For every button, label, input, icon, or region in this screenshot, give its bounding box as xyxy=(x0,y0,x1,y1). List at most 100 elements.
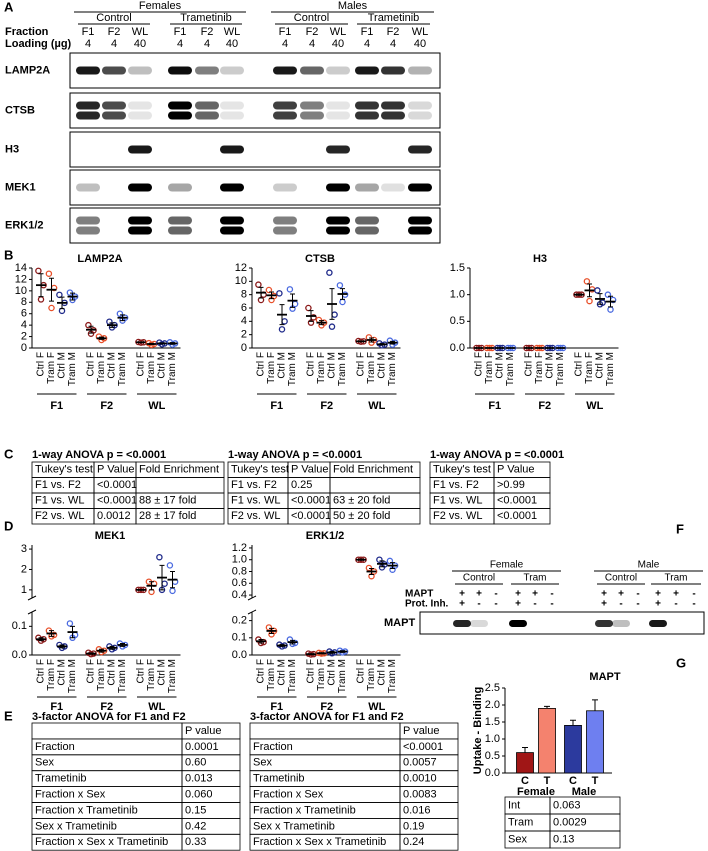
x-tick-label: T xyxy=(544,775,551,787)
data-point xyxy=(604,291,612,298)
table-text: <0.0001 xyxy=(497,510,537,522)
lane-sign: - xyxy=(494,589,497,600)
lane-fraction: F2 xyxy=(387,26,400,38)
group-label: F2 xyxy=(320,701,333,713)
lane-sign: - xyxy=(533,599,536,610)
x-tick-label: Tram M xyxy=(167,659,178,693)
table-text: F1 vs. WL xyxy=(35,495,85,507)
y-tick-label: 0.4 xyxy=(232,589,247,601)
x-tick-label: Tram M xyxy=(67,352,78,386)
blot-label: MEK1 xyxy=(5,181,36,193)
blot-frame xyxy=(69,131,441,168)
lane-sign: + xyxy=(618,589,624,600)
x-tick-label: Ctrl F xyxy=(136,352,147,376)
group-label: F2 xyxy=(320,400,333,412)
table-text: <0.0001 xyxy=(97,479,137,491)
blot-band xyxy=(300,66,324,75)
blot-band xyxy=(273,226,297,235)
x-tick-label: Tram F xyxy=(584,352,595,384)
y-tick-label: 0.0 xyxy=(12,649,27,661)
group-label: F1 xyxy=(270,701,283,713)
blot-band xyxy=(273,183,297,192)
table-text: 0.0012 xyxy=(97,510,131,522)
blot-band xyxy=(612,620,630,627)
axis-break xyxy=(27,595,37,601)
table-text: 0.013 xyxy=(185,773,213,785)
y-tick-label: 0.0 xyxy=(485,767,500,779)
data-point xyxy=(48,304,55,312)
table-text: F1 vs. F2 xyxy=(231,479,277,491)
blot-label: ERK1/2 xyxy=(5,219,44,231)
row-label: Loading (µg) xyxy=(5,38,72,50)
lane-sign: - xyxy=(550,589,553,600)
table-text: 0.060 xyxy=(185,788,213,800)
data-point xyxy=(116,310,124,317)
table-text: P Value xyxy=(97,464,135,476)
table-text: Tram xyxy=(508,816,533,828)
x-tick-label: Ctrl M xyxy=(157,659,168,686)
blot-band xyxy=(220,183,244,192)
table-text: 0.0057 xyxy=(403,757,437,769)
x-tick-label: Tram F xyxy=(146,659,157,691)
blot-band xyxy=(408,226,432,235)
data-point xyxy=(255,281,262,288)
blot-band xyxy=(595,620,613,627)
lane-sign: + xyxy=(532,589,538,600)
data-point xyxy=(169,341,176,348)
blot-band xyxy=(326,145,350,154)
blot-band xyxy=(408,101,432,110)
x-tick-label: Ctrl M xyxy=(377,352,388,379)
x-tick-label: Ctrl M xyxy=(495,352,506,379)
y-tick-label: 2 xyxy=(241,329,247,341)
x-tick-label: Ctrl M xyxy=(107,352,118,379)
group-label: Male xyxy=(638,560,660,571)
blot-band xyxy=(326,183,350,192)
x-tick-label: Ctrl M xyxy=(57,352,68,379)
blot-band xyxy=(220,101,244,110)
table-text: <0.0001 xyxy=(291,495,331,507)
data-point xyxy=(336,282,344,289)
group-label: Males xyxy=(338,0,368,12)
table-cell xyxy=(493,508,551,525)
data-point xyxy=(161,580,168,587)
blot-band xyxy=(326,226,350,235)
subgroup-label: Trametinib xyxy=(180,12,232,24)
x-tick-label: Ctrl M xyxy=(57,659,68,686)
y-tick-label: 12 xyxy=(15,273,27,285)
lane-loading: 4 xyxy=(111,38,117,50)
data-point xyxy=(326,269,333,276)
blot-band xyxy=(220,145,244,154)
blot-band xyxy=(195,101,219,110)
table-text: F1 vs. WL xyxy=(231,495,281,507)
group-label: WL xyxy=(368,701,385,713)
blot-frame xyxy=(69,169,441,206)
lane-fraction: WL xyxy=(412,26,429,38)
y-tick-label: 0.0 xyxy=(450,342,465,354)
y-tick-label: 0 xyxy=(241,342,247,354)
table-text: Sex x Trametinib xyxy=(253,820,335,832)
blot-band xyxy=(470,620,488,627)
x-tick-label: Ctrl M xyxy=(377,659,388,686)
table-text: <0.0001 xyxy=(497,495,537,507)
x-tick-label: Ctrl F xyxy=(306,352,317,376)
x-tick-label: Ctrl F xyxy=(356,659,367,683)
blot-band xyxy=(220,66,244,75)
lane-fraction: WL xyxy=(132,26,149,38)
bar xyxy=(564,725,582,774)
blot-band xyxy=(273,101,297,110)
lane-sign: + xyxy=(476,589,482,600)
table-text: Fraction x Sex xyxy=(253,788,324,800)
data-point xyxy=(328,323,336,330)
blot-band xyxy=(381,183,405,192)
group-label: WL xyxy=(368,400,385,412)
blot-band xyxy=(220,216,244,225)
lane-sign: - xyxy=(619,599,622,610)
x-tick-label: Tram F xyxy=(366,659,377,691)
table-text: 28 ± 17 fold xyxy=(139,510,196,522)
panel-label: B xyxy=(4,247,13,262)
blot-band xyxy=(509,620,527,627)
y-tick-label: 1.2 xyxy=(232,542,247,554)
lane-sign: - xyxy=(477,599,480,610)
lane-sign: - xyxy=(636,589,639,600)
y-tick-label: 1.5 xyxy=(450,262,465,274)
